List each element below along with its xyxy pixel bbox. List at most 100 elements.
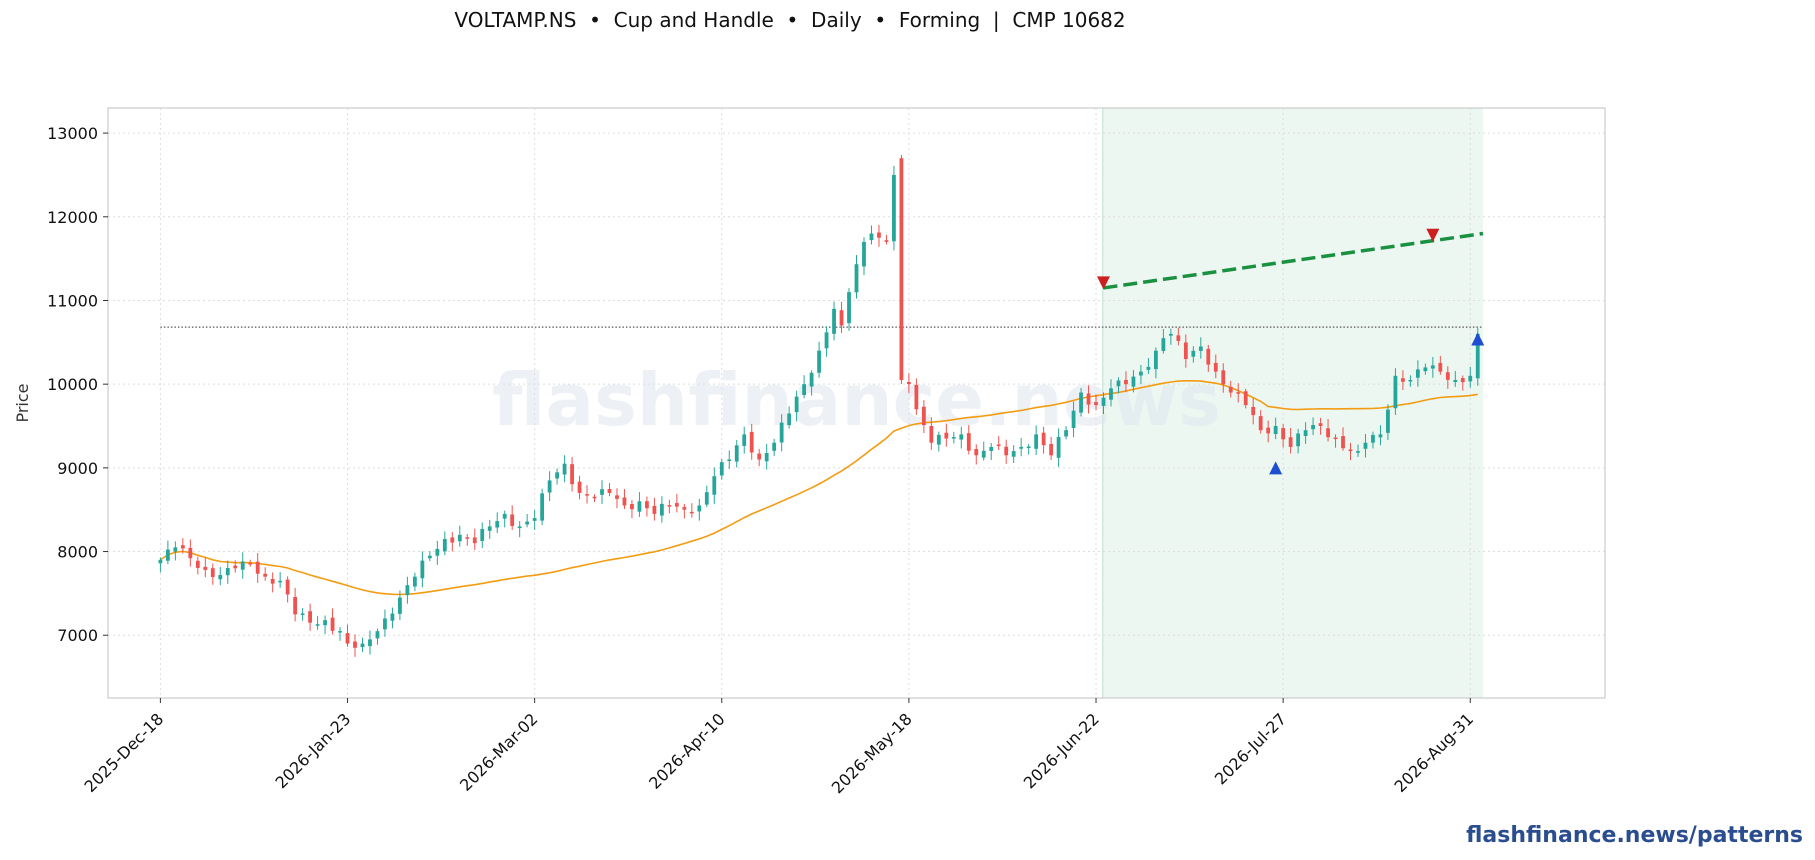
candle-body [1273,426,1278,435]
candle-body [600,489,604,495]
candle-body [877,232,881,238]
candle-body [180,545,185,549]
candle-body [487,526,492,531]
watermark-text: flashfinance.news [492,358,1221,442]
candle-body [555,472,559,479]
candle-body [1191,350,1196,357]
x-tick-label: 2026-Jun-22 [1020,709,1103,792]
candle-body [577,481,582,493]
candle-body [210,568,215,577]
candle-body [607,489,612,493]
candle-body [1378,434,1383,438]
candle-body [345,633,350,644]
candle-body [1326,428,1330,438]
candle-body [899,158,904,380]
candle-body [360,643,365,648]
candle-body [315,624,320,626]
candle-body [233,565,238,569]
candle-body [1318,423,1323,427]
candle-body [832,308,836,334]
candle-body [1228,386,1233,393]
candle-body [1356,451,1360,453]
candle-body [293,596,298,615]
candle-body [630,504,634,510]
candle-body [338,631,342,633]
candle-body [375,631,380,639]
candle-body [188,547,193,559]
candle-body [847,292,851,324]
candle-body [719,462,724,476]
candle-body [1146,366,1151,370]
candle-body [1236,392,1241,394]
candle-body [1303,430,1308,437]
footer-credit: flashfinance.news/patterns [1466,823,1803,848]
candle-body [989,446,994,451]
candle-body [165,549,170,561]
candle-body [495,521,500,528]
candle-body [1371,434,1375,443]
candle-body [659,503,664,516]
candle-body [674,503,679,507]
y-tick-label: 13000 [47,124,98,143]
candle-body [570,464,574,485]
candle-body [278,580,283,583]
candle-body [1183,342,1188,360]
y-tick-label: 12000 [47,208,98,227]
candle-body [412,576,417,587]
candle-body [1288,437,1293,447]
candle-body [1154,350,1158,370]
candle-body [1311,425,1315,430]
candle-body [697,505,702,512]
candle-body [667,505,672,507]
y-tick-label: 7000 [57,626,98,645]
y-axis-label: Price [13,383,32,422]
candle-body [1221,370,1226,385]
candle-body [817,350,821,373]
trough-marker-icon [1269,461,1283,475]
candle-body [457,534,462,542]
candle-body [263,573,268,577]
candle-body [308,611,312,623]
candle-body [787,413,792,426]
candle-body [862,241,866,267]
candle-body [1034,434,1039,449]
candle-body [1161,338,1166,351]
candle-body [1445,372,1450,380]
candle-body [240,561,245,570]
candle-body [225,568,230,576]
candle-body [1131,376,1136,387]
candle-body [502,513,507,519]
resistance-trendline [1103,231,1484,290]
candle-body [1401,378,1405,382]
x-tick-label: 2026-Jul-27 [1211,709,1290,788]
trough-marker-icon [1471,332,1485,346]
candle-body [936,434,941,445]
candle-body [1258,416,1263,431]
candle-body [480,529,485,541]
candle-body [712,476,717,495]
candle-body [547,480,552,493]
candle-body [1056,436,1061,458]
candle-body [1430,365,1435,369]
candle-body [532,518,537,521]
x-tick-label: 2026-Mar-02 [456,709,541,794]
candle-body [1386,409,1390,433]
candle-body [1109,388,1113,400]
candle-body [1086,393,1091,405]
candle-body [510,514,515,526]
y-tick-label: 8000 [57,543,98,562]
candle-body [270,578,275,584]
candle-body [585,494,589,496]
candle-body [1408,379,1413,382]
candle-body [158,559,163,564]
candle-body [802,384,807,396]
candle-body [689,511,694,514]
candle-body [951,437,956,439]
candle-body [1206,348,1211,365]
candle-body [615,495,619,499]
candle-body [645,501,649,509]
candle-body [652,505,657,514]
candle-body [1094,402,1098,406]
candle-body [1363,442,1368,449]
candle-body [914,384,919,410]
